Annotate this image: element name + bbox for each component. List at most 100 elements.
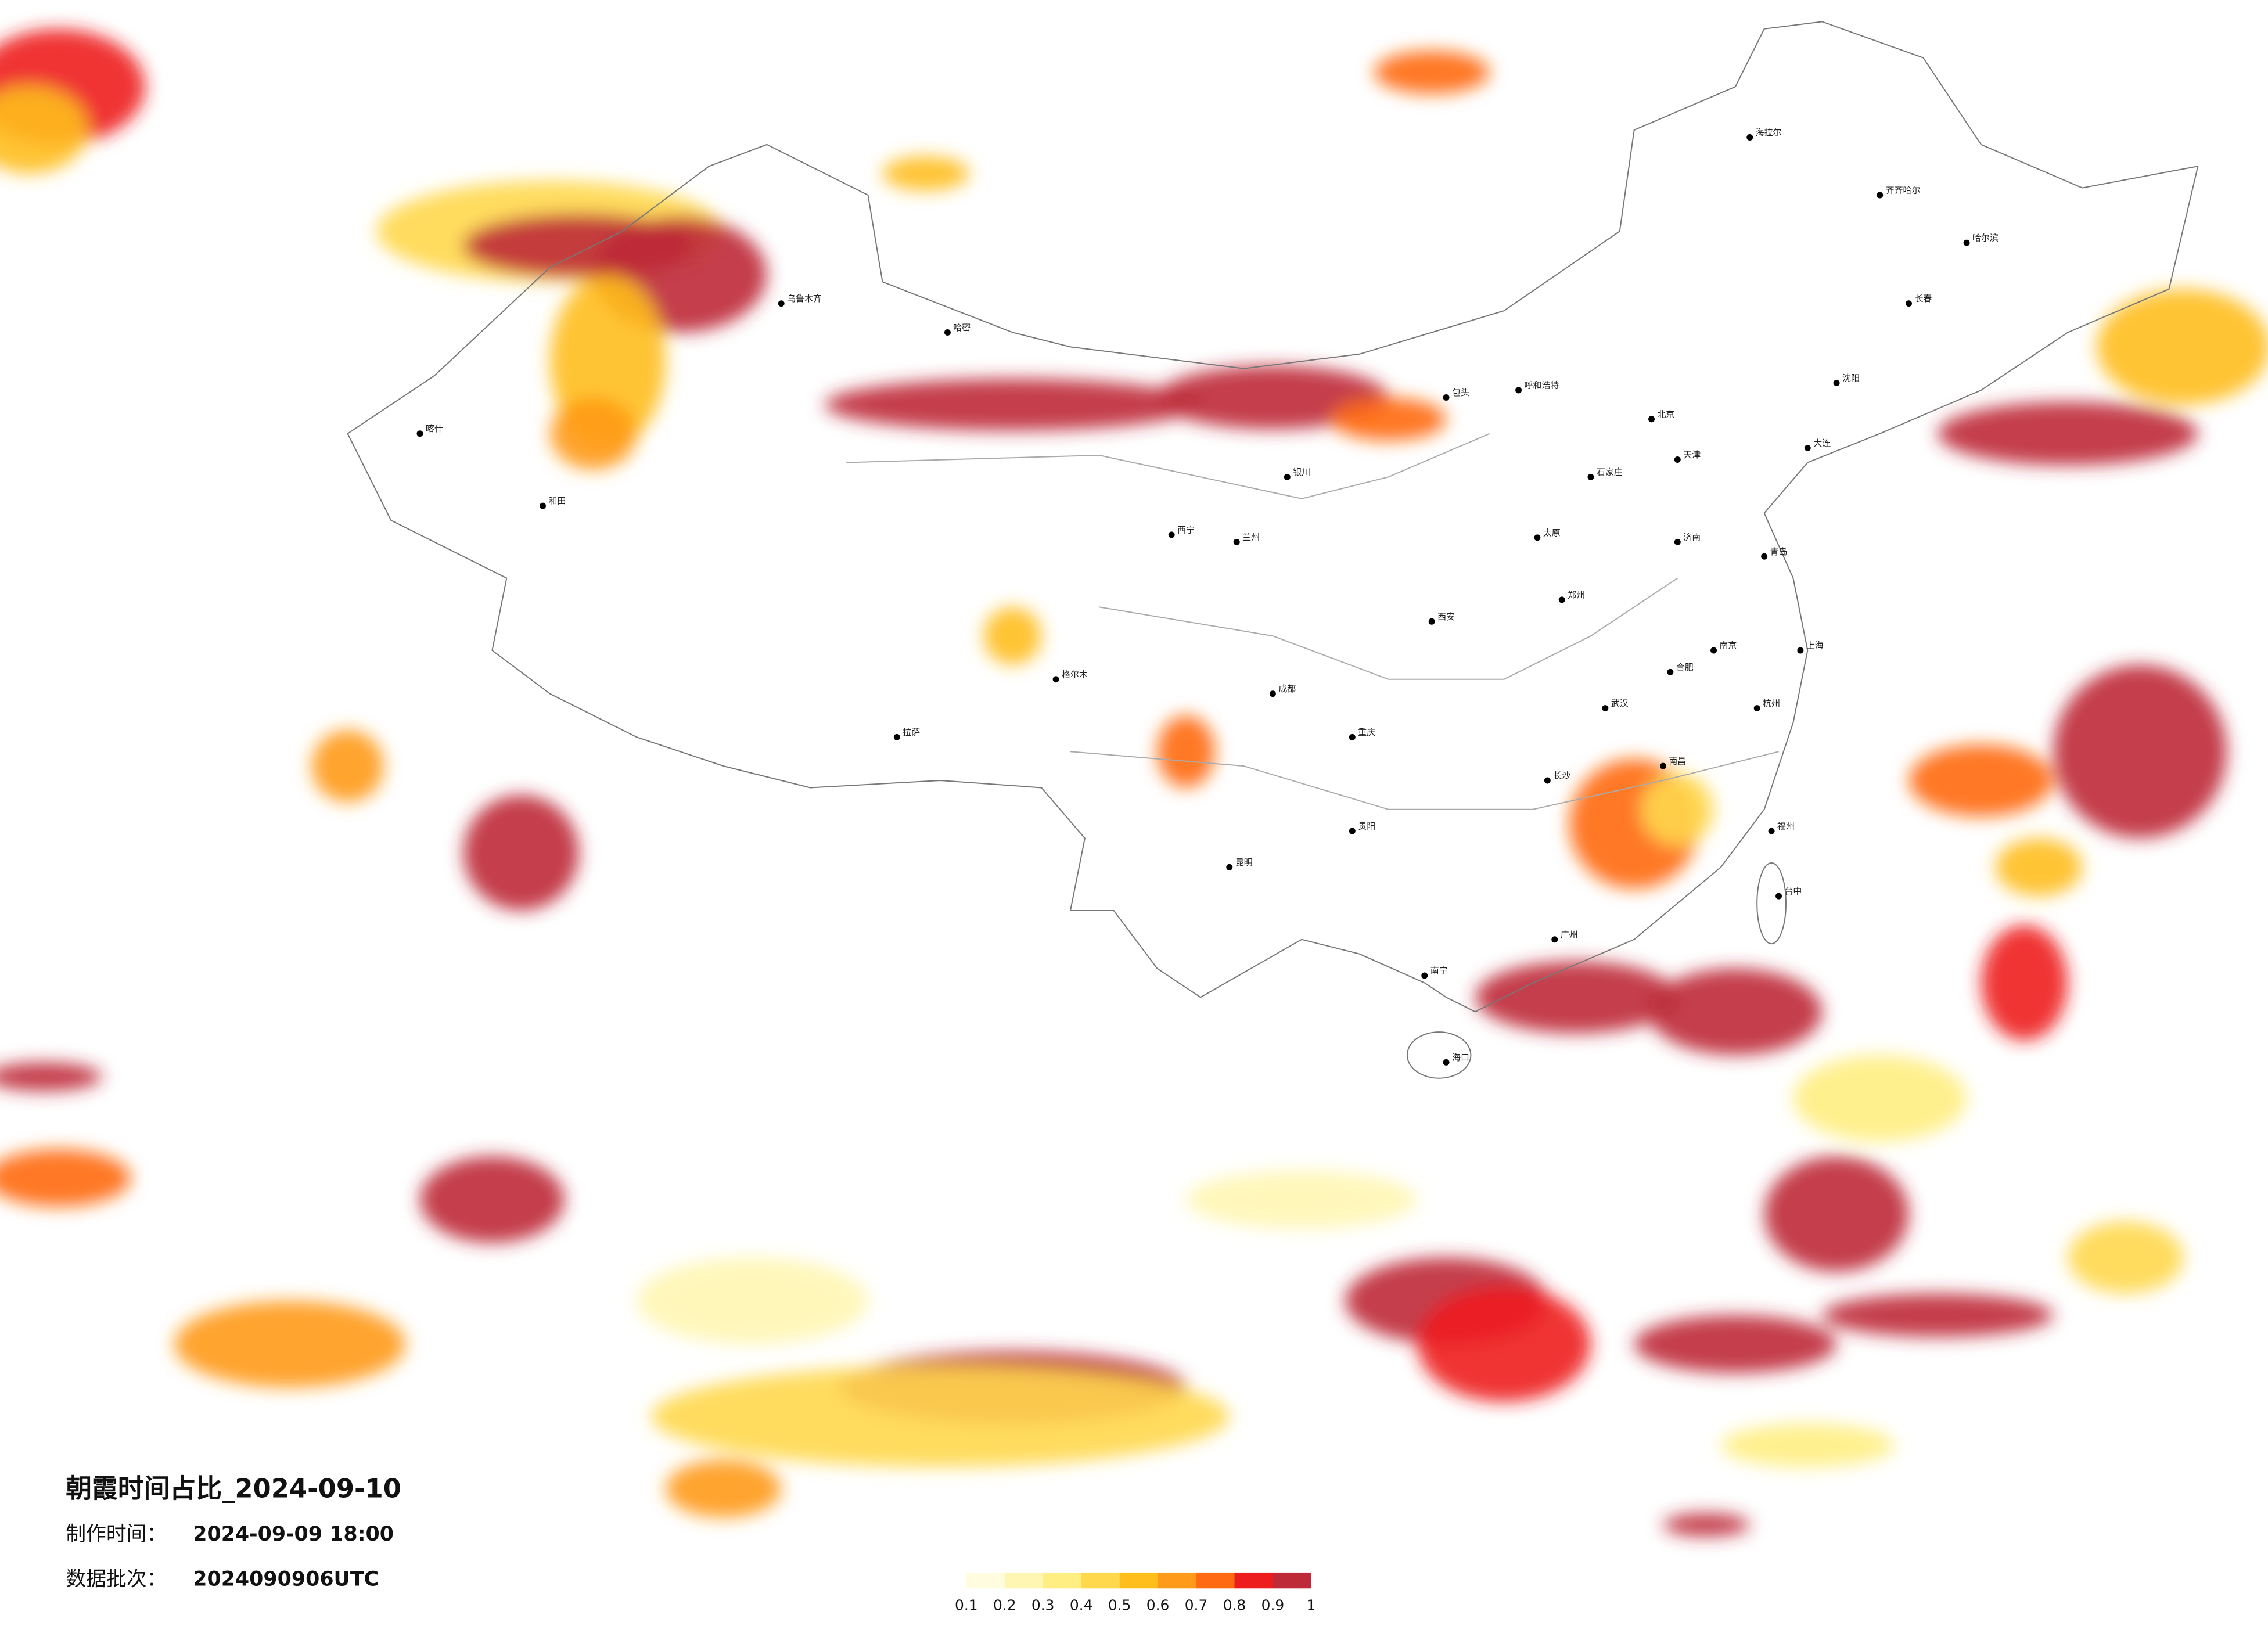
city-label: 福州 — [1777, 821, 1795, 832]
city-label: 呼和浩特 — [1525, 380, 1559, 391]
heat-blob — [1764, 1156, 1909, 1272]
heat-blob — [1186, 1171, 1418, 1229]
legend-tick-label: 0.9 — [1261, 1597, 1285, 1614]
heat-blob — [1793, 1055, 1967, 1142]
city-dot — [1349, 828, 1356, 834]
made-value: 2024-09-09 18:00 — [193, 1523, 394, 1546]
heat-blob — [824, 379, 1201, 431]
city-label: 大连 — [1813, 438, 1831, 448]
legend-swatch — [1234, 1572, 1273, 1589]
city-label: 合肥 — [1676, 662, 1694, 672]
city-dot — [1284, 473, 1291, 480]
city-label: 银川 — [1293, 467, 1310, 477]
city-label: 杭州 — [1763, 698, 1780, 708]
city-dot — [1226, 864, 1233, 870]
city-label: 广州 — [1561, 929, 1578, 940]
heat-blob — [1157, 365, 1389, 430]
heat-blob — [1634, 1315, 1837, 1373]
city-label: 哈尔滨 — [1972, 233, 1999, 243]
city-dot — [1544, 777, 1551, 784]
made-label: 制作时间： — [66, 1523, 167, 1546]
heat-blob — [637, 1257, 868, 1344]
heat-blob — [983, 607, 1042, 665]
city-dot — [1775, 893, 1782, 900]
heat-blob — [2097, 289, 2268, 405]
city-dot — [1906, 300, 1913, 307]
heat-blob — [1720, 1423, 1895, 1467]
heat-blob — [311, 729, 384, 803]
city-label: 上海 — [1806, 641, 1824, 651]
city-label: 兰州 — [1242, 532, 1260, 542]
city-label: 西宁 — [1177, 524, 1195, 535]
city-dot — [1667, 668, 1674, 675]
city-label: 包头 — [1452, 387, 1469, 398]
city-dot — [1558, 596, 1565, 603]
city-label: 南宁 — [1430, 966, 1448, 976]
city-dot — [893, 733, 900, 740]
city-label: 武汉 — [1611, 698, 1629, 708]
legend-swatch — [1119, 1572, 1158, 1589]
city-dot — [1674, 538, 1681, 545]
city-dot — [1746, 134, 1753, 141]
city-dot — [1587, 473, 1594, 480]
heat-blob — [2053, 664, 2227, 839]
heat-blob — [0, 1149, 131, 1207]
city-label: 长春 — [1915, 293, 1932, 304]
city-label: 太原 — [1543, 527, 1561, 538]
city-dot — [1233, 538, 1240, 545]
city-label: 昆明 — [1235, 857, 1253, 868]
city-dot — [1833, 380, 1840, 387]
city-dot — [1349, 733, 1356, 740]
city-dot — [1753, 705, 1760, 712]
heat-blob — [1981, 924, 2068, 1041]
legend-tick-label: 0.6 — [1146, 1597, 1170, 1614]
legend-tick-label: 0.7 — [1185, 1597, 1208, 1614]
city-label: 成都 — [1278, 684, 1296, 694]
heat-blob — [1995, 838, 2083, 897]
legend-tick-label: 0.4 — [1070, 1597, 1093, 1614]
city-dot — [1443, 1059, 1450, 1066]
city-dot — [1877, 192, 1884, 199]
heat-blob — [1938, 401, 2198, 466]
city-dot — [1797, 647, 1804, 654]
heat-blob — [1822, 1293, 2054, 1337]
heat-blob — [2068, 1221, 2184, 1294]
city-label: 济南 — [1683, 532, 1701, 542]
legend-swatch — [1196, 1572, 1235, 1589]
city-label: 沈阳 — [1842, 373, 1860, 383]
city-dot — [1443, 394, 1450, 401]
legend-tick-label: 0.8 — [1223, 1597, 1246, 1614]
heat-blob — [0, 1062, 102, 1092]
city-label: 贵阳 — [1358, 821, 1375, 832]
city-label: 台中 — [1785, 886, 1802, 897]
legend-tick-label: 0.3 — [1031, 1597, 1055, 1614]
city-dot — [1602, 705, 1609, 712]
city-dot — [1804, 445, 1811, 452]
city-label: 拉萨 — [903, 727, 920, 738]
city-dot — [1052, 676, 1059, 683]
legend-tick-label: 1 — [1306, 1597, 1315, 1614]
city-dot — [1710, 647, 1717, 654]
city-label: 齐齐哈尔 — [1886, 185, 1921, 196]
heat-blob — [1417, 1286, 1591, 1402]
city-label: 海口 — [1452, 1052, 1469, 1063]
city-label: 西安 — [1437, 611, 1455, 622]
city-label: 石家庄 — [1597, 467, 1623, 477]
city-label: 南昌 — [1669, 756, 1686, 767]
heat-blob — [1648, 968, 1823, 1055]
city-dot — [1768, 828, 1775, 834]
batch-label: 数据批次： — [66, 1567, 167, 1591]
heat-blob — [1475, 961, 1678, 1034]
heat-blob — [882, 156, 969, 191]
heat-blob — [419, 1156, 565, 1243]
heat-blob — [1663, 1513, 1750, 1537]
heat-blob — [651, 1366, 1230, 1467]
city-dot — [1421, 972, 1428, 979]
heat-blob — [1641, 773, 1714, 846]
city-dot — [1761, 553, 1768, 560]
city-label: 格尔木 — [1062, 669, 1088, 679]
legend-swatch — [1043, 1572, 1081, 1589]
